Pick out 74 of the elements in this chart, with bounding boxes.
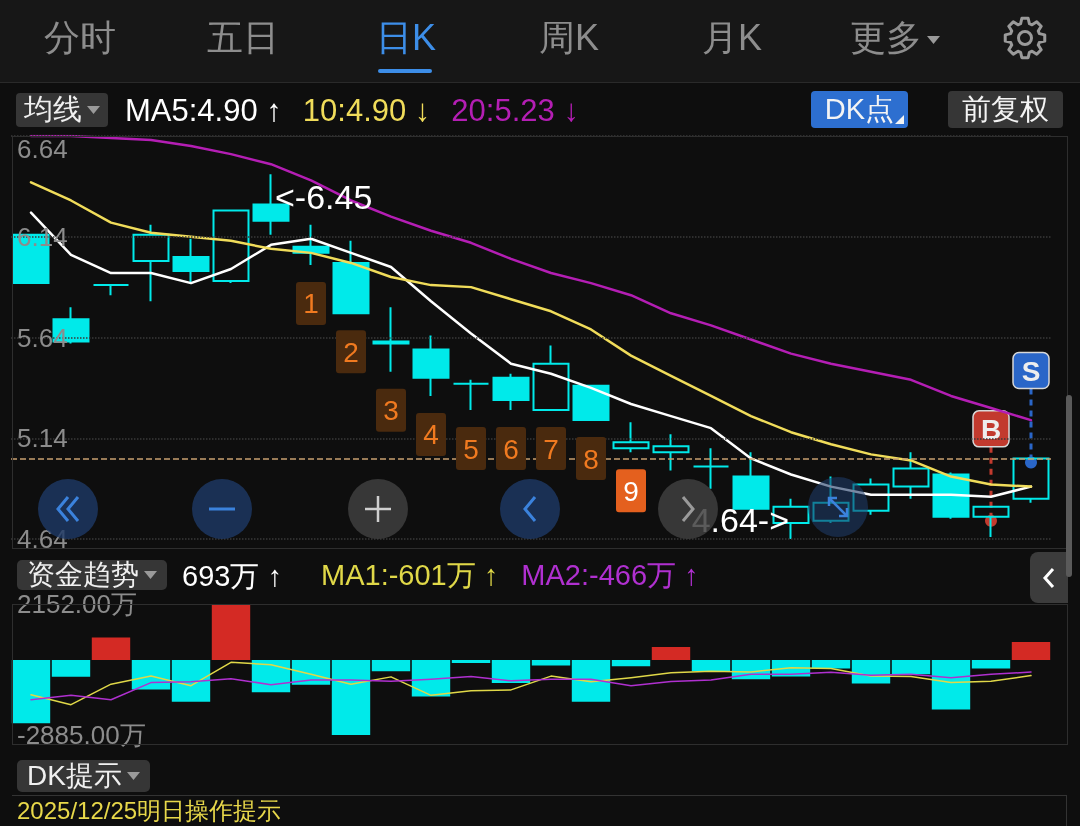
text: 5: [463, 433, 479, 465]
candlestick: [652, 433, 690, 472]
text: 6: [503, 433, 519, 465]
text: MA2:-466万 ↑: [521, 558, 699, 591]
dropdown-button: 资金趋势: [17, 560, 167, 590]
text: 更多: [850, 17, 922, 58]
text: 7: [543, 433, 559, 465]
bar: [891, 659, 931, 675]
bar: [491, 659, 531, 684]
text: 日K: [375, 17, 436, 58]
y-tick-label: 6.64: [17, 134, 68, 164]
text: 2025/12/25明日操作提示: [17, 797, 282, 824]
candlestick: [132, 223, 170, 303]
text: 20:5.23 ↓: [451, 93, 579, 128]
candlestick: [332, 239, 370, 315]
bar: [971, 659, 1011, 669]
annotation: S: [1021, 355, 1041, 387]
bar: [611, 659, 651, 667]
bar: [571, 659, 611, 702]
line-series: [30, 671, 1032, 701]
bar: [651, 646, 691, 660]
bar: [91, 637, 131, 660]
dropdown-button: 均线: [16, 93, 108, 127]
candlestick: [612, 421, 650, 454]
text: 8: [583, 443, 599, 475]
text: 1: [303, 288, 319, 320]
y-tick-label: 4.64: [17, 524, 68, 554]
candlestick: [532, 344, 570, 412]
text: MA5:4.90 ↑: [125, 93, 282, 128]
button: 前复权: [948, 91, 1063, 128]
y-tick-label: 5.64: [17, 322, 68, 353]
text: 月K: [701, 17, 762, 58]
bar: [1011, 641, 1051, 660]
bar: [331, 659, 371, 735]
candlestick: [372, 306, 410, 373]
bar: [811, 659, 851, 669]
dropdown-button: DK提示: [17, 760, 150, 792]
text: MA1:-601万 ↑: [321, 558, 499, 591]
y-tick-label: 2152.00万: [17, 589, 137, 619]
text: 10:4.90 ↓: [302, 93, 431, 128]
text: 3: [383, 395, 399, 427]
text: 分时: [44, 17, 116, 58]
text: 周K: [538, 17, 599, 58]
candlestick: [452, 378, 490, 412]
candlestick: [92, 284, 130, 297]
y-tick-label: 5.14: [17, 423, 68, 454]
annotation: B: [980, 414, 1002, 446]
bar: [371, 659, 411, 672]
text: 2: [343, 336, 359, 368]
candlestick: [492, 372, 530, 412]
y-tick-label: -2885.00万: [17, 720, 146, 750]
bar: [931, 659, 971, 710]
candlestick: [572, 384, 610, 422]
bar: [531, 659, 571, 666]
candlestick: [212, 209, 250, 285]
text: 9: [623, 475, 639, 507]
bar: [171, 659, 211, 702]
candlestick: [172, 237, 210, 285]
bar: [11, 659, 51, 724]
candlestick: [732, 451, 770, 510]
candlestick: [412, 334, 450, 397]
bar: [51, 659, 91, 677]
candlestick: [692, 447, 730, 490]
text: 五日: [207, 17, 279, 58]
bar: [691, 659, 731, 672]
button: DK点: [810, 91, 908, 128]
text: 4: [423, 419, 439, 451]
candlestick: [852, 477, 890, 516]
bar: [211, 604, 251, 660]
candlestick: [892, 451, 930, 500]
bar: [131, 659, 171, 690]
text: 693万 ↑: [182, 559, 282, 593]
line-series: [30, 661, 1032, 706]
bar: [451, 659, 491, 664]
